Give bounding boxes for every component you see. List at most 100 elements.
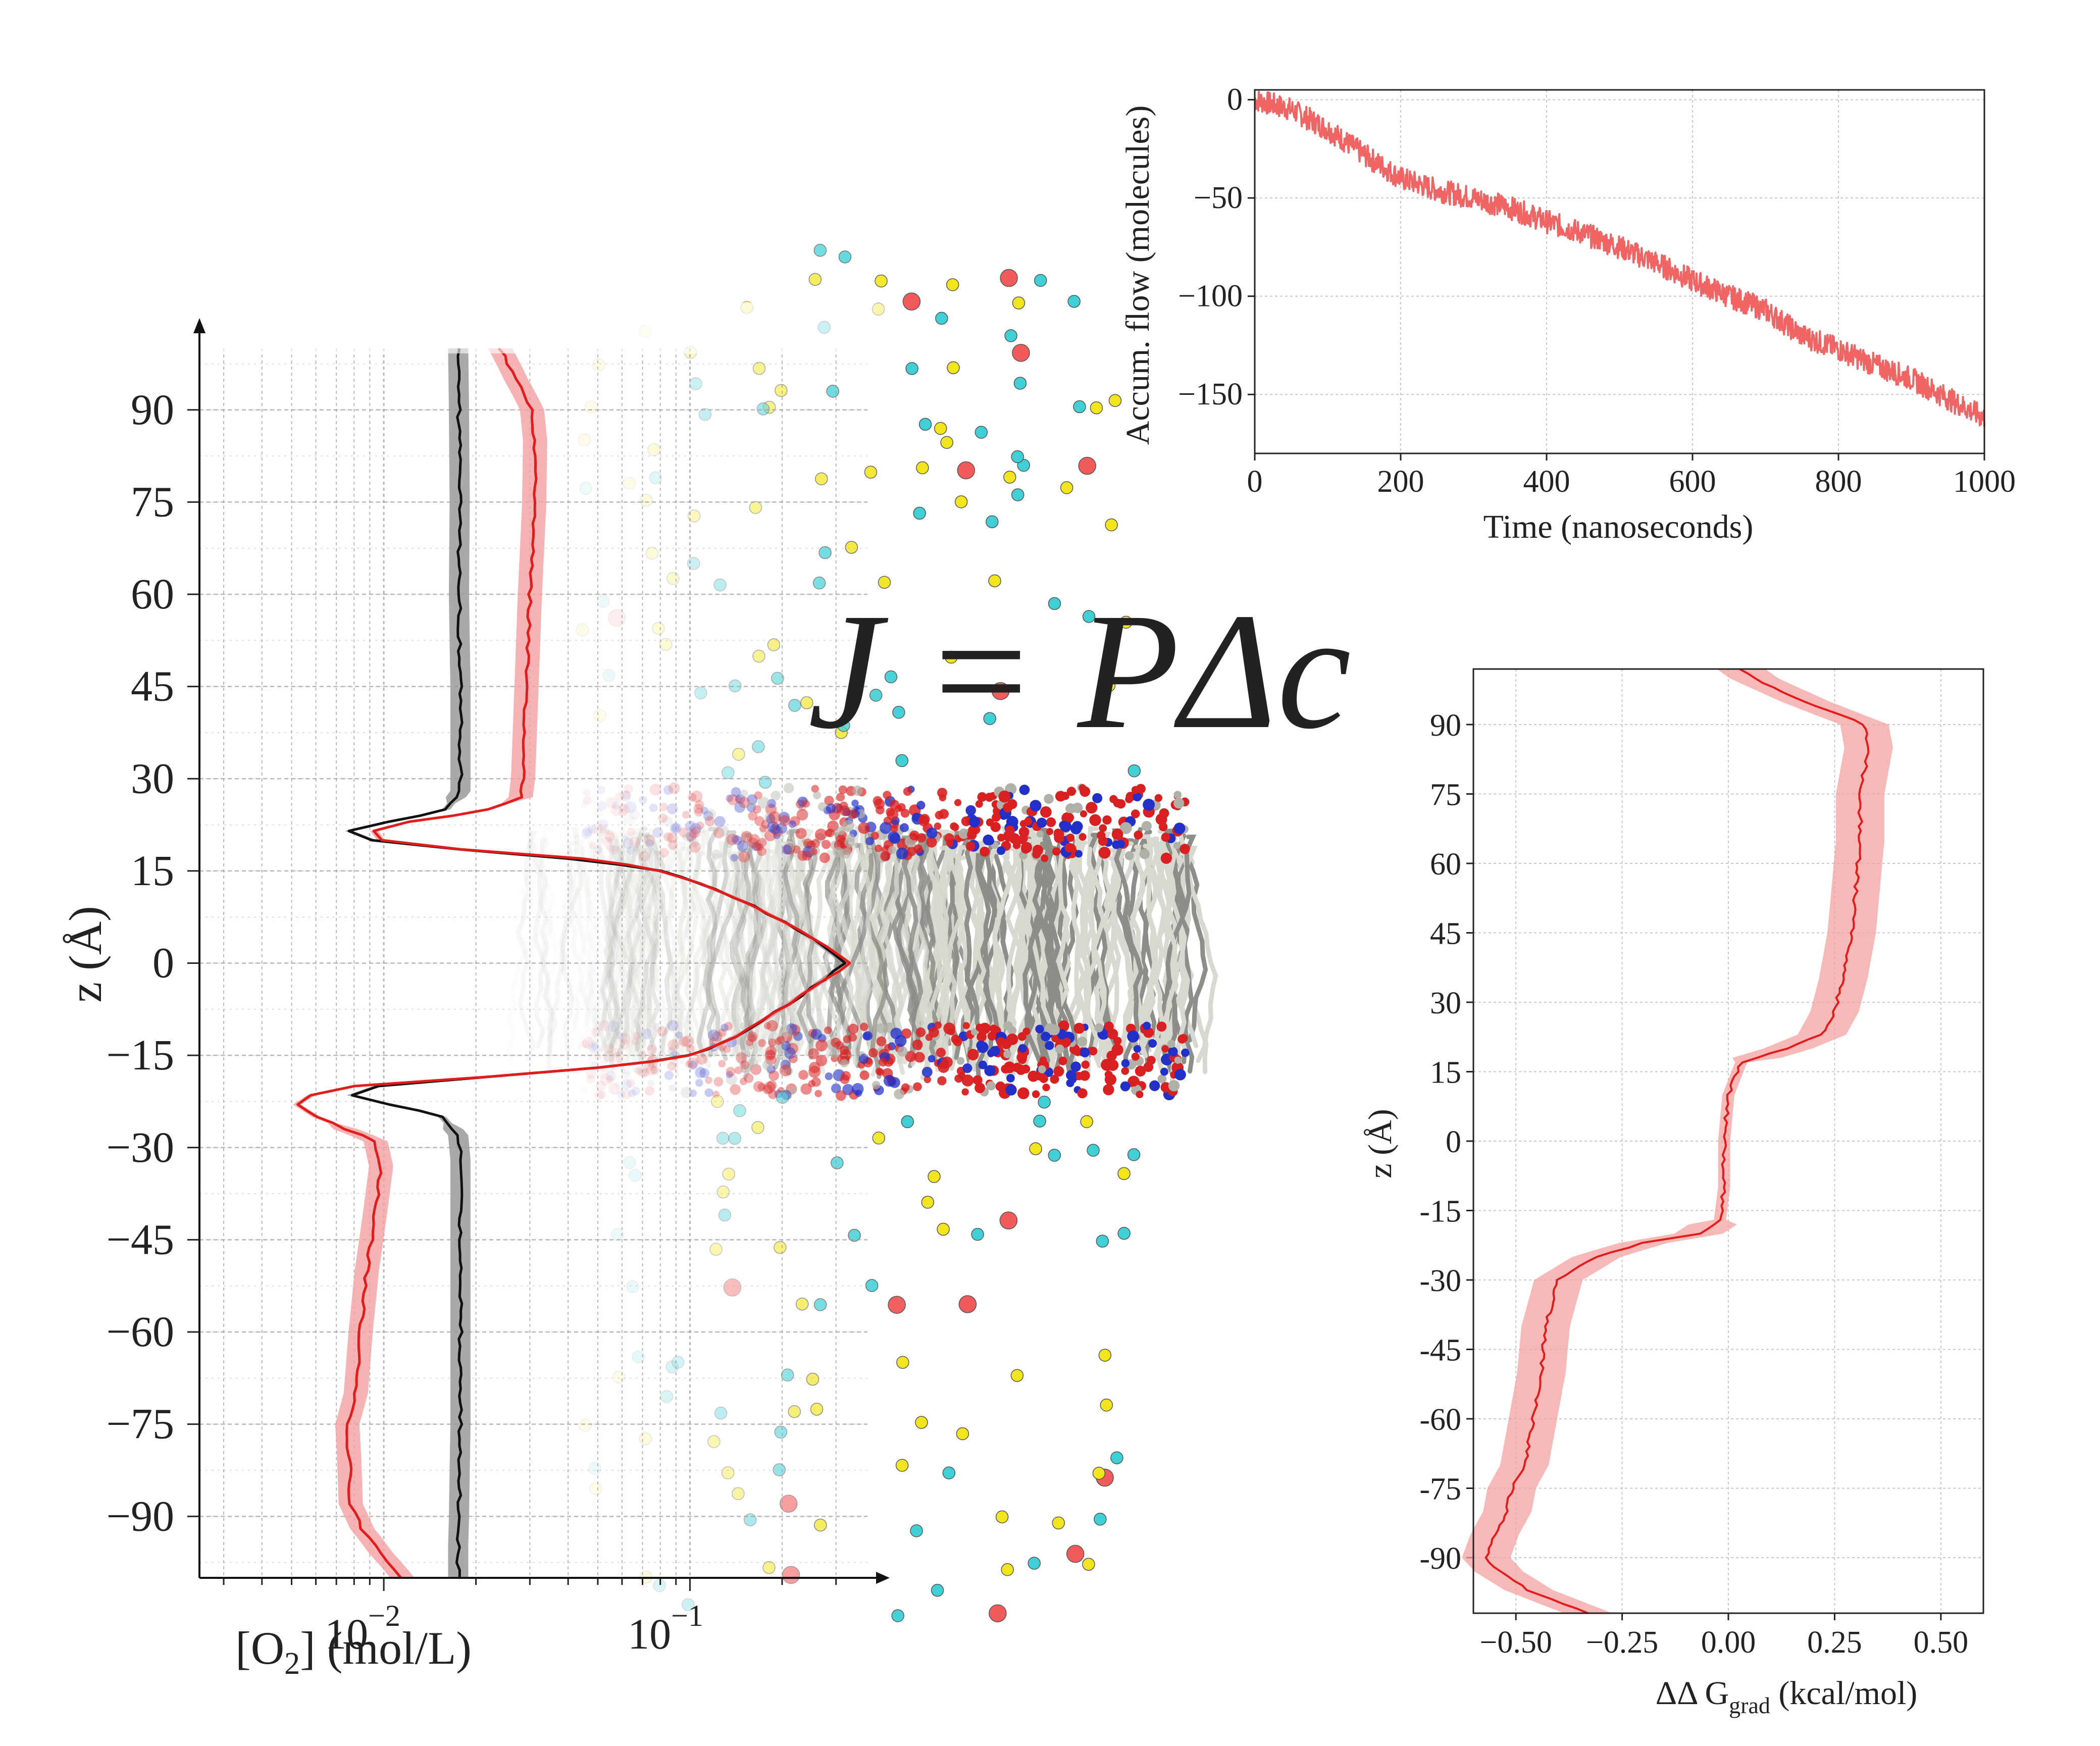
head-group-atom: [962, 1022, 970, 1030]
head-group-atom: [1064, 843, 1074, 853]
solvent-atom: [942, 1466, 956, 1479]
head-group-atom: [859, 1022, 868, 1032]
solvent-atom: [1073, 400, 1086, 414]
solvent-atom: [1038, 1096, 1051, 1109]
solvent-atom: [884, 670, 898, 684]
head-group-atom: [965, 805, 976, 816]
head-group-atom: [1161, 833, 1170, 842]
solvent-atom: [1082, 1558, 1095, 1571]
solvent-atom: [1092, 1467, 1106, 1480]
head-group-atom: [897, 803, 906, 811]
head-group-atom: [967, 1049, 979, 1061]
solvent-atom: [975, 426, 988, 439]
head-group-atom: [1094, 1023, 1104, 1033]
solvent-atom: [1066, 1545, 1085, 1563]
solvent-atom: [1013, 377, 1027, 390]
solvent-atom: [986, 515, 999, 529]
solvent-atom: [989, 1604, 1007, 1622]
lipid-tail: [901, 848, 924, 1051]
lipid-tail: [1166, 836, 1190, 1053]
flow-x-tick-label: 0: [1247, 465, 1263, 499]
head-group-atom: [888, 846, 896, 854]
solvent-atom: [1048, 1149, 1061, 1162]
head-group-atom: [1066, 787, 1077, 796]
head-group-atom: [1174, 1069, 1186, 1081]
accum-flow-chart: 0 200 400 600 800 1000 0 −50 −100 −150 Time (nano…: [1119, 82, 2016, 545]
head-group-atom: [1180, 844, 1190, 854]
head-group-atom: [896, 847, 908, 860]
lipid-tail: [937, 831, 963, 1062]
o2-y-tick-label: 75: [131, 477, 174, 526]
head-group-atom: [956, 1057, 965, 1065]
o2-y-tick-label: −15: [106, 1031, 174, 1079]
solvent-atom: [918, 418, 932, 431]
o2-profile-chart: 90 75 60 45 30 15 0 −15 −30 −45 −60 −75 −90 [O2] (mo…: [60, 303, 890, 1681]
head-group-atom: [1017, 835, 1027, 844]
head-group-atom: [1116, 799, 1126, 809]
head-group-atom: [1125, 795, 1133, 803]
solvent-atom: [1011, 450, 1024, 464]
head-group-atom: [1071, 821, 1083, 832]
head-group-atom: [1130, 1079, 1138, 1087]
lipid-tail: [977, 854, 1014, 1057]
head-group-atom: [1113, 1037, 1122, 1045]
lipid-tail: [859, 848, 888, 1080]
lipid-tail: [1088, 833, 1119, 1064]
head-group-atom: [924, 1075, 931, 1084]
solvent-atom: [1090, 401, 1103, 415]
solvent-atom: [1128, 764, 1141, 778]
solvent-atom: [895, 1459, 909, 1472]
head-group-atom: [987, 1049, 995, 1057]
solvent-atom: [1105, 518, 1118, 532]
head-group-atom: [872, 1081, 881, 1090]
head-group-atom: [1055, 1044, 1064, 1054]
ddg-x-tick-label: 0.00: [1701, 1625, 1756, 1660]
flow-y-tick-label: −150: [1178, 377, 1243, 412]
solvent-atom: [1011, 488, 1025, 501]
solvent-atom: [931, 1583, 944, 1597]
ddg-x-tick-label: −0.50: [1479, 1625, 1552, 1660]
head-group-atom: [971, 1028, 979, 1036]
solvent-atom: [937, 1222, 950, 1236]
head-group-atom: [1099, 824, 1107, 833]
lipid-tail: [1144, 844, 1180, 1061]
head-group-atom: [938, 1061, 949, 1073]
solvent-atom: [1094, 1513, 1107, 1526]
head-group-atom: [928, 1055, 936, 1063]
head-group-atom: [1018, 827, 1030, 838]
head-group-atom: [990, 821, 1001, 832]
head-group-atom: [880, 851, 891, 861]
head-group-atom: [1041, 807, 1049, 815]
solvent-atom: [910, 1524, 923, 1537]
head-group-atom: [1052, 847, 1061, 856]
o2-y-tick-label: 0: [152, 939, 174, 987]
solvent-atom: [895, 754, 908, 767]
head-group-atom: [858, 822, 870, 834]
head-group-atom: [916, 801, 926, 810]
head-group-atom: [965, 841, 976, 851]
head-group-atom: [934, 1021, 942, 1029]
head-group-atom: [859, 1070, 869, 1081]
head-group-atom: [928, 1026, 939, 1038]
o2-x-axis-label: [O2] (mol/L): [235, 1622, 472, 1681]
head-group-atom: [1111, 829, 1123, 840]
head-group-atom: [913, 844, 923, 853]
solvent-atom: [995, 1510, 1009, 1524]
head-group-atom: [889, 833, 901, 844]
head-group-atom: [937, 1076, 947, 1086]
ddg-chart: −0.50 −0.25 0.00 0.25 0.50 90 75 60 45 30 15 0 -15 -3…: [1362, 668, 1984, 1718]
head-group-atom: [986, 1081, 996, 1091]
solvent-atom: [958, 1295, 977, 1313]
lipid-tail: [876, 838, 897, 1055]
flow-plot-frame: [1254, 89, 1985, 454]
head-group-atom: [1103, 1084, 1114, 1096]
head-group-atom: [1041, 854, 1049, 862]
head-group-atom: [918, 815, 930, 827]
head-group-atom: [943, 1022, 955, 1035]
solvent-atom: [1029, 1142, 1042, 1155]
solvent-atom: [945, 650, 958, 664]
head-group-atom: [1161, 1045, 1169, 1053]
head-group-atom: [1044, 794, 1054, 804]
solvent-atom: [983, 712, 997, 725]
